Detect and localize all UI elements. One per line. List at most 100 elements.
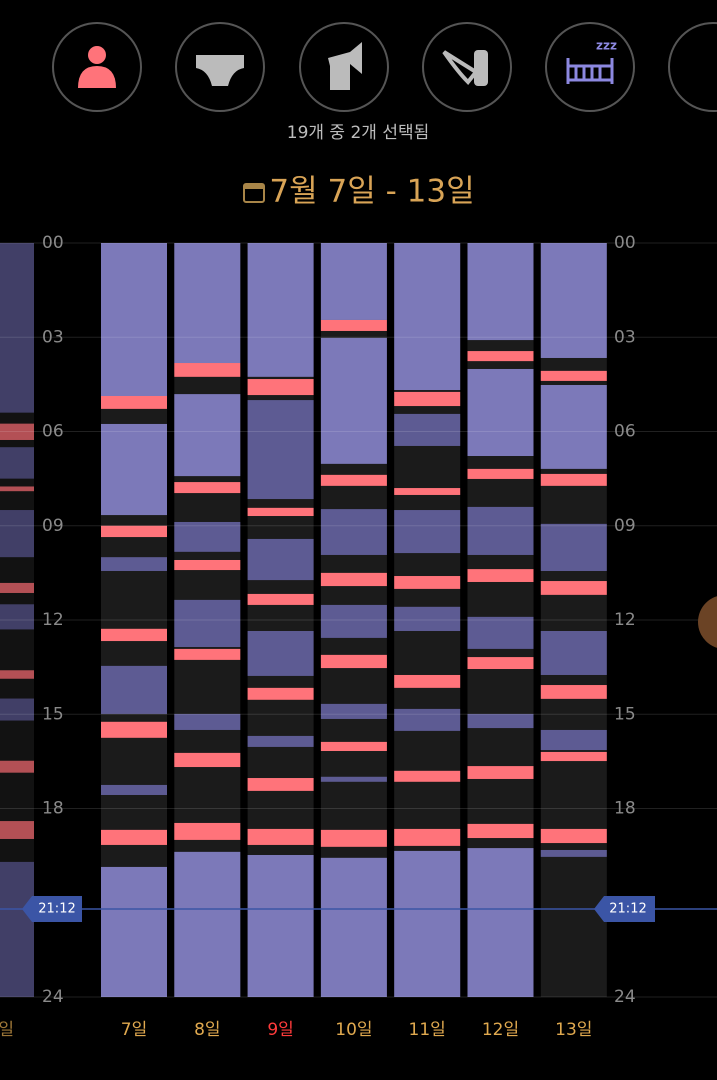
hour-label: 03 bbox=[614, 327, 636, 347]
hour-label: 06 bbox=[614, 422, 636, 442]
icon-glyph bbox=[474, 50, 488, 86]
icon-glyph bbox=[88, 46, 106, 64]
feed-segment bbox=[247, 379, 314, 396]
sleep-segment bbox=[320, 857, 387, 997]
diaper-icon[interactable] bbox=[175, 22, 265, 112]
feed-segment bbox=[467, 766, 534, 779]
more-icon[interactable] bbox=[668, 22, 717, 112]
sleep-segment bbox=[540, 385, 607, 469]
feed-segment bbox=[320, 474, 387, 486]
hour-label: 24 bbox=[42, 987, 64, 1007]
sleep-segment bbox=[101, 423, 167, 516]
feed-segment bbox=[174, 822, 241, 840]
nap-segment bbox=[467, 616, 534, 649]
feeding-icon[interactable] bbox=[52, 22, 142, 112]
now-label: 21:12 bbox=[609, 902, 646, 917]
feed-segment bbox=[320, 572, 387, 587]
feed-segment bbox=[0, 486, 34, 492]
feed-segment bbox=[540, 751, 607, 762]
day-label: 11일 bbox=[409, 1020, 446, 1040]
sleep-segment bbox=[247, 243, 314, 377]
day-label: 일 bbox=[0, 1020, 14, 1040]
sleep-segment bbox=[540, 243, 607, 358]
feed-segment bbox=[320, 741, 387, 752]
feed-segment bbox=[174, 648, 241, 660]
hour-label: 09 bbox=[42, 516, 64, 536]
icon-glyph bbox=[196, 55, 244, 86]
nap-segment bbox=[320, 509, 387, 555]
nap-segment bbox=[174, 599, 241, 648]
icon-glyph bbox=[566, 58, 614, 84]
hour-label: 03 bbox=[42, 327, 64, 347]
nap-segment bbox=[174, 713, 241, 730]
feed-segment bbox=[320, 319, 387, 331]
feed-segment bbox=[540, 581, 607, 595]
feed-segment bbox=[0, 582, 34, 593]
sleep-segment bbox=[467, 368, 534, 457]
sleep-icon[interactable] bbox=[545, 22, 635, 112]
pump-icon[interactable] bbox=[299, 22, 389, 112]
sleep-segment bbox=[101, 866, 167, 997]
feed-segment bbox=[174, 482, 241, 494]
day-label: 13일 bbox=[555, 1020, 592, 1040]
feed-segment bbox=[101, 721, 167, 738]
day-label: 9일 bbox=[267, 1020, 293, 1040]
previous-day: 일 bbox=[0, 243, 34, 1040]
feed-segment bbox=[394, 828, 461, 846]
hour-label: 12 bbox=[42, 610, 64, 630]
feed-segment bbox=[174, 559, 241, 571]
nap-segment bbox=[247, 400, 314, 500]
feed-segment bbox=[247, 687, 314, 700]
hour-label: 15 bbox=[614, 704, 636, 724]
nap-segment bbox=[174, 521, 241, 552]
nap-segment bbox=[0, 510, 34, 558]
nap-segment bbox=[247, 538, 314, 581]
sleep-segment bbox=[247, 854, 314, 997]
hour-label: 06 bbox=[42, 422, 64, 442]
hour-label: 12 bbox=[614, 610, 636, 630]
nap-segment bbox=[540, 729, 607, 751]
nap-segment bbox=[394, 413, 461, 446]
date-range[interactable]: 7월 7일 - 13일 bbox=[269, 174, 474, 210]
nap-segment bbox=[394, 510, 461, 554]
feed-segment bbox=[540, 828, 607, 844]
nap-segment bbox=[247, 630, 314, 676]
icon-glyph bbox=[78, 66, 116, 88]
nap-segment bbox=[394, 708, 461, 731]
nap-segment bbox=[320, 604, 387, 638]
feed-segment bbox=[394, 674, 461, 688]
feed-segment bbox=[101, 525, 167, 538]
feed-segment bbox=[174, 363, 241, 377]
sleep-segment bbox=[320, 337, 387, 464]
nap-segment bbox=[320, 776, 387, 782]
sleep-segment bbox=[174, 394, 241, 477]
feed-segment bbox=[540, 473, 607, 486]
feed-segment bbox=[394, 488, 461, 495]
nap-segment bbox=[247, 735, 314, 747]
calendar-icon bbox=[243, 183, 265, 203]
sleep-segment bbox=[174, 851, 241, 997]
feed-segment bbox=[394, 391, 461, 407]
feed-segment bbox=[101, 395, 167, 409]
feed-segment bbox=[467, 468, 534, 479]
side-handle[interactable] bbox=[698, 595, 717, 649]
feed-segment bbox=[0, 423, 34, 440]
sleep-segment bbox=[101, 243, 167, 396]
feed-segment bbox=[320, 654, 387, 669]
bottle-icon[interactable] bbox=[422, 22, 512, 112]
hour-label: 18 bbox=[42, 799, 64, 819]
feed-segment bbox=[0, 821, 34, 839]
nap-segment bbox=[540, 849, 607, 857]
now-label: 21:12 bbox=[38, 902, 75, 917]
nap-segment bbox=[101, 665, 167, 714]
feed-segment bbox=[467, 657, 534, 670]
nap-segment bbox=[101, 784, 167, 795]
nap-segment bbox=[320, 703, 387, 719]
sleep-segment bbox=[394, 850, 461, 997]
feed-segment bbox=[540, 370, 607, 381]
nap-segment bbox=[540, 523, 607, 571]
icon-glyph bbox=[244, 184, 264, 189]
sleep-segment bbox=[174, 243, 241, 364]
hour-label: 00 bbox=[42, 233, 64, 253]
